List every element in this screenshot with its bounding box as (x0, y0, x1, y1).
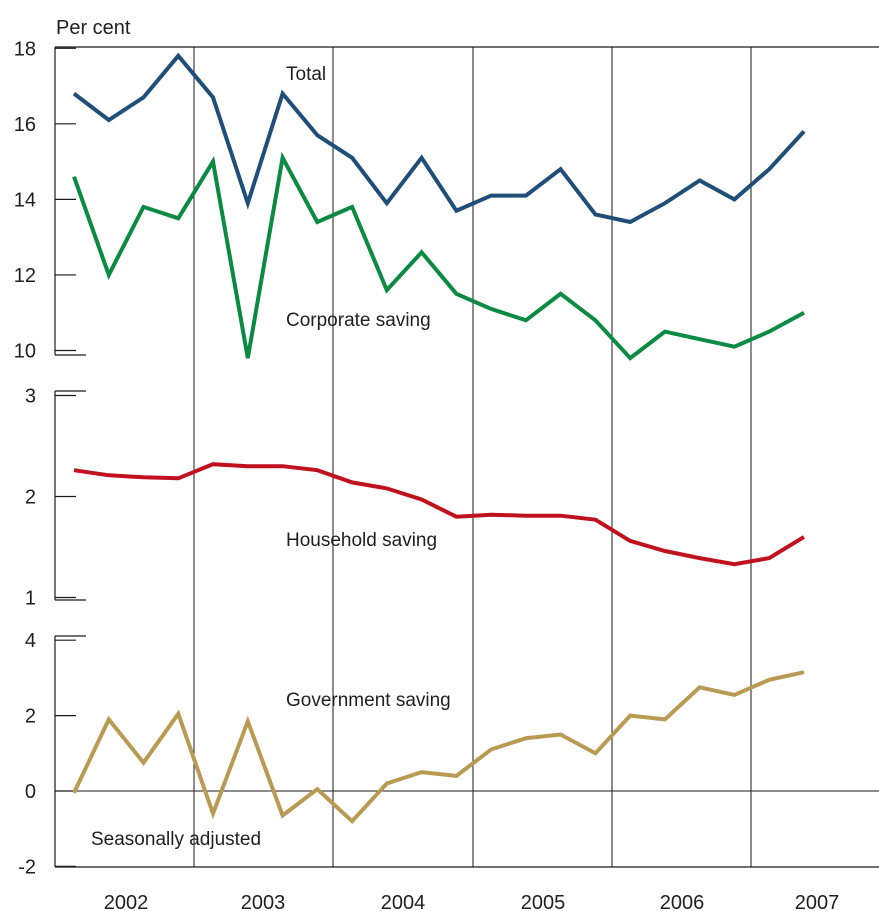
middle-ytick-label-2: 2 (25, 487, 36, 509)
series-line-corporate-saving (72, 151, 805, 361)
series-lines (72, 52, 806, 825)
middle-ytick-label-1: 1 (25, 588, 36, 610)
x-year-label-2007: 2007 (795, 892, 840, 911)
series-line-household-saving (73, 462, 806, 567)
top-ytick-label-14: 14 (14, 189, 36, 211)
x-year-label-2002: 2002 (104, 892, 149, 911)
x-year-label-2003: 2003 (241, 892, 286, 911)
bottom-ytick-label--2: -2 (18, 856, 36, 878)
series-label-total: Total (286, 64, 326, 85)
series-label-corporate-saving: Corporate saving (286, 310, 431, 331)
series-label-household-saving: Household saving (286, 530, 437, 551)
middle-ytick-label-3: 3 (25, 386, 36, 408)
y-axis-and-ticks (54, 47, 86, 868)
note-label: Seasonally adjusted (91, 829, 261, 850)
x-year-label-2004: 2004 (381, 892, 426, 911)
chart-gridlines (55, 47, 879, 867)
series-line-total (72, 52, 806, 225)
top-ytick-label-12: 12 (14, 265, 36, 287)
bottom-ytick-label-4: 4 (25, 630, 36, 652)
bottom-ytick-label-0: 0 (25, 781, 36, 803)
series-label-government-saving: Government saving (286, 690, 451, 711)
series-line-government-saving (72, 670, 805, 825)
x-year-label-2006: 2006 (660, 892, 705, 911)
bottom-ytick-label-2: 2 (25, 706, 36, 728)
top-ytick-label-10: 10 (14, 341, 36, 363)
unit-label: Per cent (56, 17, 131, 39)
chart-frame (55, 46, 879, 868)
top-ytick-label-16: 16 (14, 114, 36, 136)
chart-text-labels: Per cent Seasonally adjusted 10121416181… (14, 17, 840, 911)
top-ytick-label-18: 18 (14, 38, 36, 60)
x-year-label-2005: 2005 (521, 892, 566, 911)
